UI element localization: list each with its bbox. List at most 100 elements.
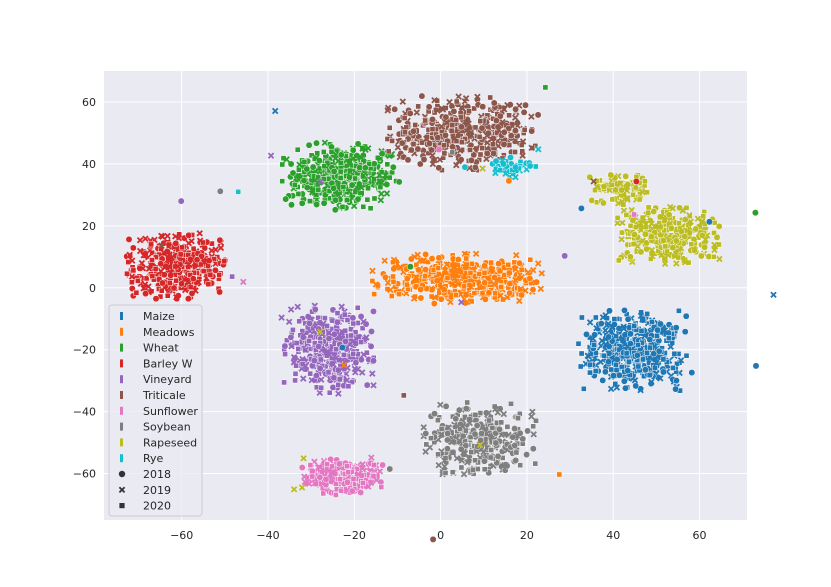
data-point [378,179,386,187]
data-point [641,332,648,340]
data-point [334,318,341,326]
data-point [352,359,360,367]
data-point [643,245,651,253]
data-point [473,422,481,430]
data-point [631,231,638,239]
data-point [315,186,322,193]
data-point [472,457,478,464]
legend-swatch [120,454,123,463]
x-tick-label: −40 [256,529,279,542]
data-point [505,177,513,185]
data-point [580,385,587,392]
data-point [415,266,422,274]
data-point [661,327,669,334]
data-point [506,112,512,119]
data-point [676,307,682,314]
data-point [659,368,667,376]
data-point [534,111,542,119]
data-point [152,295,160,303]
data-point [506,289,514,297]
data-point [429,126,436,132]
data-point [592,368,599,374]
data-point [350,320,357,327]
legend-marker-square [119,503,125,509]
data-point [149,273,156,280]
data-point [615,371,623,379]
data-point [655,347,663,355]
data-point [494,452,502,460]
data-point [453,98,460,105]
data-point [346,160,353,168]
data-point [316,473,324,481]
data-point [646,372,653,379]
data-point [527,256,534,263]
data-point [378,190,385,198]
data-point [435,277,442,285]
data-point [384,161,391,168]
data-point [602,335,610,343]
data-point [670,365,676,371]
data-point [337,151,345,159]
data-point [467,283,475,291]
y-axis-ticks: −60 −40 −20 0 20 40 60 [73,96,96,481]
data-point [481,262,489,270]
data-point [463,298,471,306]
data-point [449,149,456,156]
data-point [609,323,616,330]
data-point [674,360,680,367]
data-point [371,291,378,297]
data-point [386,465,394,473]
y-tick-label: 40 [82,158,96,171]
y-tick-label: −20 [73,344,96,357]
data-point [346,173,353,181]
data-point [577,363,584,370]
data-point [449,469,456,476]
data-point [184,295,192,303]
data-point [522,101,529,109]
data-point [631,323,638,329]
data-point [512,276,519,284]
data-point [417,286,425,293]
data-point [622,172,630,180]
data-point [389,138,395,144]
legend-marker-circle [118,470,126,478]
data-point [487,94,494,101]
data-point [348,332,355,339]
data-point [606,307,613,315]
data-point [615,257,622,264]
data-point [450,265,458,272]
data-point [316,364,324,372]
data-point [307,198,313,204]
data-point [477,151,484,158]
data-point [458,123,465,131]
y-tick-label: −40 [73,406,96,419]
data-point [657,375,664,382]
data-point [350,202,358,210]
data-point [651,342,659,350]
data-point [358,339,365,345]
y-tick-label: 0 [89,282,96,295]
data-point [619,229,625,236]
data-point [305,141,313,149]
data-point [623,350,630,357]
data-point [420,156,428,163]
data-point [660,237,667,244]
data-point [298,199,306,207]
data-point [390,279,397,285]
data-point [207,271,214,278]
data-point [390,256,398,264]
data-point [325,369,332,376]
data-point [330,330,338,338]
data-point [752,362,760,370]
data-point [609,196,616,203]
data-point [311,305,319,313]
data-point [677,357,685,364]
legend-label: Maize [143,310,175,323]
data-point [412,122,419,128]
data-point [513,449,520,456]
data-point [577,204,585,212]
data-point [322,315,328,321]
data-point [611,356,618,363]
data-point [488,266,496,273]
data-point [454,280,461,288]
